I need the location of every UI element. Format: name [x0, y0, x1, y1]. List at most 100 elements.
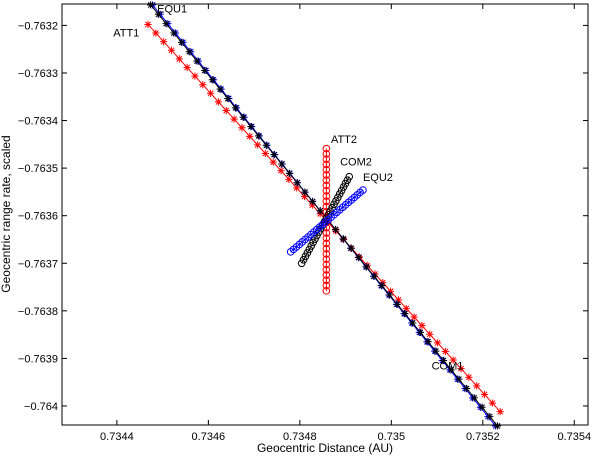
data-point [322, 281, 331, 290]
series-equ2 [286, 186, 367, 256]
y-tick-label: −0.7632 [18, 20, 58, 32]
data-point [208, 76, 216, 84]
data-point [322, 150, 331, 158]
data-point [447, 366, 455, 374]
data-point [339, 235, 347, 243]
data-point [216, 85, 224, 93]
data-point [191, 72, 199, 80]
annotation-layer: EQU1 ATT1 ATT2 COM2 EQU2 COM1 [113, 4, 463, 373]
data-point [247, 122, 255, 131]
y-tick-label: −0.7639 [18, 353, 58, 365]
data-point [322, 276, 331, 285]
data-point [270, 151, 278, 159]
data-point [322, 144, 331, 153]
data-point [322, 192, 331, 200]
data-point [385, 291, 394, 299]
data-point [322, 197, 331, 206]
data-point [378, 282, 386, 290]
y-tick-label: −0.7635 [18, 163, 58, 175]
data-point [322, 186, 331, 195]
data-point [214, 98, 223, 106]
data-point [185, 48, 193, 56]
data-point [308, 201, 316, 209]
annotation-com1: COM1 [432, 360, 464, 372]
series-att2 [322, 144, 331, 295]
data-point [332, 225, 340, 234]
x-axis-label: Geocentric Distance (AU) [257, 441, 393, 455]
data-point [322, 287, 331, 295]
data-point [193, 57, 201, 65]
data-point [322, 171, 331, 179]
data-point [370, 272, 378, 280]
data-point [322, 165, 331, 174]
data-point [238, 124, 246, 132]
data-point [261, 149, 269, 158]
annotation-equ1: EQU1 [157, 4, 187, 16]
plot-frame [61, 3, 589, 426]
data-point [254, 132, 263, 140]
data-point [301, 188, 309, 196]
data-point [277, 167, 285, 175]
data-point [253, 141, 262, 149]
data-point [293, 184, 301, 192]
data-point [322, 265, 331, 274]
annotation-com2: COM2 [340, 156, 372, 168]
x-tick-label: 0.7346 [192, 431, 226, 443]
annotation-att1: ATT1 [113, 27, 139, 39]
data-point [322, 250, 331, 258]
annotation-att2: ATT2 [331, 134, 357, 146]
data-point [231, 104, 240, 112]
data-point [269, 158, 277, 166]
data-point [177, 38, 186, 46]
data-point [175, 55, 183, 63]
y-tick-label: −0.7636 [18, 211, 58, 223]
data-point [426, 330, 434, 338]
data-point [285, 175, 293, 183]
data-point [486, 412, 494, 421]
data-point [393, 300, 401, 308]
x-tick-label: 0.7354 [557, 431, 591, 443]
data-point [322, 176, 331, 185]
data-point [322, 181, 331, 190]
data-point [345, 172, 354, 181]
data-point [379, 279, 387, 287]
data-point [322, 234, 331, 242]
data-point [322, 155, 331, 163]
data-point [355, 253, 363, 262]
data-point [359, 186, 367, 194]
data-point [147, 1, 155, 9]
x-tick-label: 0.735 [378, 431, 406, 443]
x-tick-label: 0.7348 [283, 431, 317, 443]
data-point [394, 296, 403, 304]
y-tick-label: −0.7633 [18, 68, 58, 80]
data-point [322, 255, 331, 264]
data-point [201, 66, 209, 75]
data-point [322, 239, 331, 248]
data-point [322, 260, 331, 269]
data-point [480, 390, 489, 399]
data-point [409, 319, 417, 327]
data-point [371, 270, 379, 278]
data-point [449, 356, 457, 364]
data-point [478, 403, 486, 411]
y-tick-label: −0.7637 [18, 258, 58, 270]
data-point [432, 347, 440, 355]
data-point [496, 408, 504, 416]
data-point [160, 38, 168, 46]
axis-layer: 0.7344 0.7346 0.7348 0.735 0.7352 0.7354 −0.76… [18, 4, 591, 443]
data-point [239, 113, 247, 121]
data-point [493, 422, 502, 430]
data-point [441, 347, 449, 356]
data-point [170, 29, 178, 37]
data-point [387, 287, 395, 295]
data-point [416, 328, 424, 336]
data-point [308, 197, 317, 206]
data-point [278, 160, 286, 168]
y-axis-label: Geocentric range rate, scaled [0, 135, 13, 292]
data-point [433, 339, 442, 347]
data-point [152, 29, 160, 37]
annotation-equ2: EQU2 [363, 172, 393, 184]
data-point [162, 20, 170, 28]
data-point [199, 81, 207, 89]
